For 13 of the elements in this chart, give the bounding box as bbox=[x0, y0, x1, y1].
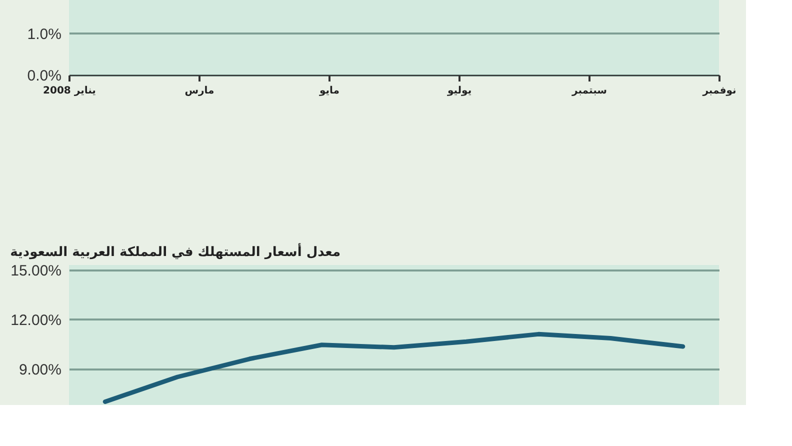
y-tick-label: 0.0% bbox=[27, 68, 62, 84]
y-tick-label: 9.00% bbox=[18, 361, 62, 378]
x-tick-label: نوفمبر bbox=[702, 86, 736, 96]
x-tick-label: يناير 2008 bbox=[43, 86, 96, 96]
y-tick-label: 12.00% bbox=[10, 312, 62, 329]
line-series bbox=[102, 332, 686, 404]
x-tick-label: يوليو bbox=[446, 86, 472, 96]
y-tick-label: 15.00% bbox=[10, 262, 62, 280]
chart-title: معدل أسعار المستهلك في المملكة العربية السعودية bbox=[10, 242, 340, 260]
x-tick-label: سبتمبر bbox=[570, 86, 608, 96]
x-tick-label: مايو bbox=[318, 86, 340, 96]
x-tick-label: مارس bbox=[184, 86, 214, 96]
y-tick-label: 1.0% bbox=[27, 26, 62, 43]
